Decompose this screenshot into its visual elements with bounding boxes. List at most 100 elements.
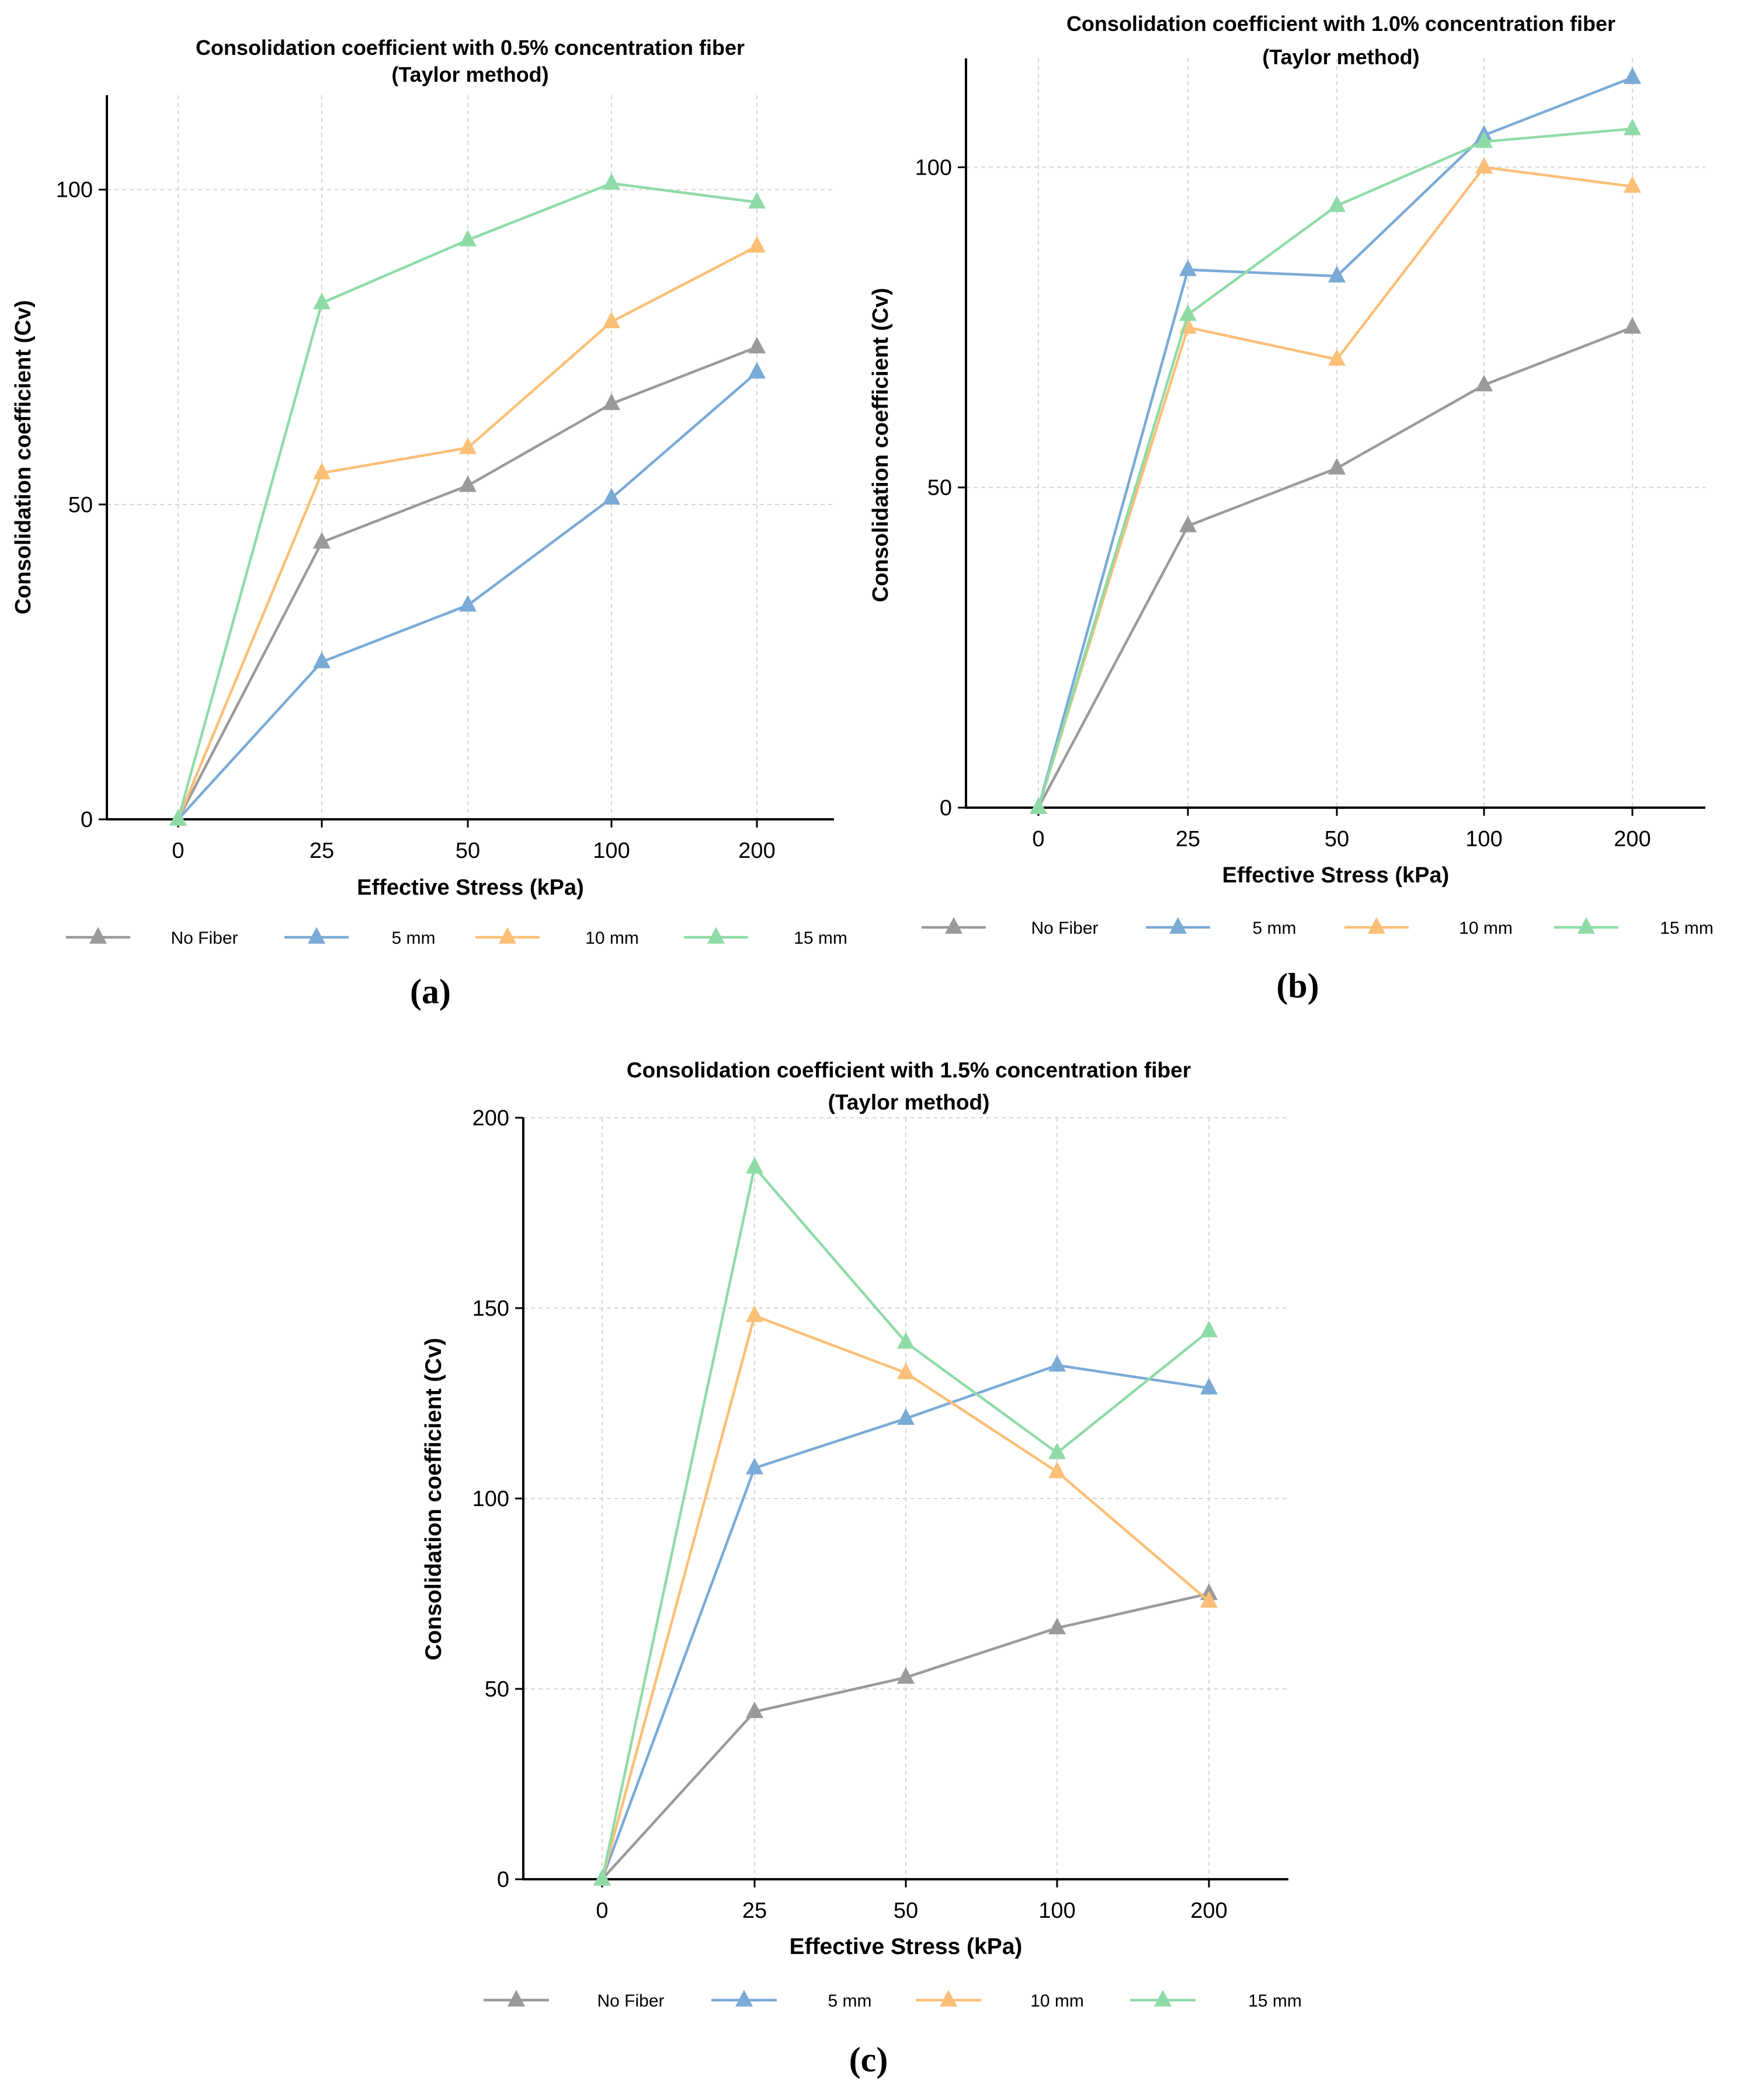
series-line [1037, 76, 1633, 808]
x-tick-label: 25 [310, 839, 334, 863]
series-10-mm [593, 1305, 1218, 1886]
series-group [593, 1157, 1218, 1886]
data-point [459, 475, 477, 492]
legend-marker [1577, 917, 1595, 934]
x-axis-label: Effective Stress (kPa) [1222, 863, 1450, 888]
chart-subtitle: (Taylor method) [1262, 45, 1419, 69]
y-axis-label: Consolidation coefficient (Cv) [11, 300, 36, 614]
legend-label: 15 mm [794, 929, 847, 948]
legend-label: 5 mm [828, 1991, 872, 2011]
y-axis-label: Consolidation coefficient (Cv) [421, 1338, 446, 1661]
data-point [1475, 131, 1493, 148]
data-point [603, 393, 620, 411]
legend-label: 10 mm [585, 929, 639, 948]
data-point [169, 809, 187, 826]
data-point [897, 1667, 915, 1684]
data-point [459, 594, 477, 612]
x-tick-label: 0 [596, 1899, 608, 1923]
data-point [748, 192, 766, 209]
series-15-mm [593, 1157, 1218, 1886]
gridlines [966, 58, 1705, 808]
data-point [459, 230, 477, 246]
legend-label: 5 mm [392, 929, 436, 948]
legend: No Fiber 5 mm 10 mm 15 mm [922, 917, 1714, 938]
legend: No Fiber 5 mm 10 mm 15 mm [66, 927, 847, 948]
legend-marker [499, 927, 516, 944]
legend-marker [707, 927, 725, 944]
legend-label: 10 mm [1030, 1991, 1084, 2011]
legend: No Fiber 5 mm 10 mm 15 mm [484, 1990, 1302, 2011]
y-tick-label: 0 [940, 796, 952, 820]
legend-item: 10 mm [475, 927, 639, 948]
data-point [1328, 458, 1346, 475]
legend-marker [1154, 1990, 1172, 2007]
data-point [1328, 349, 1346, 366]
x-tick-label: 50 [456, 839, 480, 863]
x-tick-label: 0 [172, 839, 184, 863]
legend-marker [508, 1990, 525, 2007]
data-point [459, 437, 477, 454]
series-5-mm [169, 361, 766, 826]
legend-label: 5 mm [1253, 919, 1297, 938]
data-point [748, 336, 766, 354]
y-tick-label: 100 [56, 178, 93, 203]
data-point [603, 173, 620, 190]
data-point [897, 1362, 915, 1379]
series-10-mm [1030, 157, 1641, 814]
y-tick-label: 200 [472, 1106, 509, 1131]
series-group [169, 173, 766, 826]
legend-item: 5 mm [711, 1990, 872, 2011]
legend-label: No Fiber [171, 929, 238, 948]
data-point [746, 1157, 763, 1174]
data-point [1048, 1442, 1066, 1459]
data-point [313, 463, 331, 479]
data-point [748, 361, 766, 379]
y-tick-label: 0 [81, 808, 93, 832]
series-group [1030, 67, 1641, 814]
x-tick-label: 200 [1190, 1899, 1227, 1923]
legend-item: No Fiber [922, 917, 1099, 938]
data-point [1179, 304, 1197, 321]
data-point [897, 1332, 915, 1349]
gridlines [107, 95, 834, 819]
data-point [603, 488, 620, 505]
data-point [1030, 797, 1047, 814]
data-point [1328, 195, 1346, 213]
legend-label: 10 mm [1459, 919, 1513, 938]
data-point [897, 1408, 915, 1425]
legend-item: 10 mm [1344, 917, 1513, 938]
x-axis-label: Effective Stress (kPa) [357, 875, 584, 900]
data-point [1179, 259, 1197, 276]
x-tick-label: 0 [1032, 827, 1044, 851]
legend-item: 15 mm [1130, 1990, 1302, 2011]
legend-item: 10 mm [916, 1990, 1084, 2011]
chart-panel-c: 0 25 50 100 200 0 50 100 150 200 Consolidation coe… [421, 1058, 1302, 2079]
y-tick-label: 150 [472, 1296, 509, 1321]
data-point [1624, 317, 1641, 334]
data-point [1048, 1461, 1066, 1479]
x-tick-label: 50 [1325, 827, 1349, 851]
panel-caption: (c) [849, 2040, 888, 2079]
data-point [1624, 67, 1641, 84]
gridlines [523, 1117, 1288, 1879]
y-tick-label: 100 [472, 1487, 509, 1511]
legend-item: 15 mm [1554, 917, 1714, 938]
data-point [1200, 1378, 1218, 1395]
data-point [746, 1701, 763, 1718]
legend-marker [945, 917, 962, 934]
data-point [1048, 1355, 1066, 1372]
y-tick-label: 50 [927, 476, 952, 500]
panel-caption: (a) [410, 972, 451, 1011]
data-point [1048, 1618, 1066, 1635]
y-tick-label: 100 [915, 155, 952, 180]
chart-subtitle: (Taylor method) [391, 62, 548, 86]
data-point [746, 1305, 763, 1322]
data-point [1179, 515, 1197, 533]
legend-marker [940, 1990, 957, 2007]
chart-panel-b: 0 25 50 100 200 0 50 100 Consolidation coefficie… [868, 12, 1714, 1005]
legend-item: 5 mm [1146, 917, 1297, 938]
legend-marker [308, 927, 325, 944]
y-tick-label: 50 [485, 1677, 509, 1702]
y-axis-label: Consolidation coefficient (Cv) [868, 288, 893, 602]
legend-item: 5 mm [284, 927, 436, 948]
